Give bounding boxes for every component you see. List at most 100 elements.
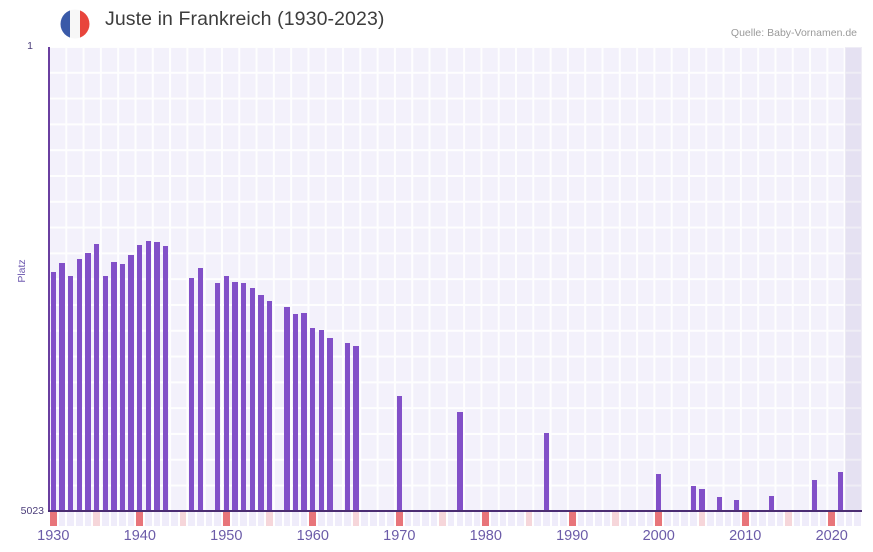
y-axis-top-label: 1 <box>27 40 33 52</box>
tick-swatch-1971 <box>404 512 412 526</box>
bar-1947[interactable] <box>197 267 204 511</box>
bar-1940[interactable] <box>137 244 143 511</box>
bar-2021[interactable] <box>837 471 844 511</box>
bar-1932[interactable] <box>67 276 74 511</box>
bar-1941[interactable] <box>145 241 152 511</box>
tick-swatch-1936 <box>101 512 109 526</box>
tick-swatch-1991 <box>577 512 585 526</box>
tick-swatch-1947 <box>197 512 204 526</box>
bar-1934[interactable] <box>85 252 91 511</box>
bar-1959[interactable] <box>301 313 307 511</box>
tick-swatch-1942 <box>153 512 161 526</box>
tick-swatch-2019 <box>819 512 827 526</box>
tick-swatch-2008 <box>724 512 732 526</box>
tick-swatch-1930 <box>50 512 57 526</box>
bar-1949[interactable] <box>214 283 221 511</box>
bar-1939[interactable] <box>128 254 134 511</box>
bar-2005[interactable] <box>699 488 705 511</box>
x-tick-label-2000: 2000 <box>642 528 675 544</box>
tick-swatch-1978 <box>465 512 472 526</box>
tick-swatch-1951 <box>231 512 239 526</box>
y-axis-title: Platz <box>16 259 28 283</box>
tick-swatch-1937 <box>110 512 118 526</box>
tick-swatch-1993 <box>594 512 602 526</box>
tick-swatch-1970 <box>395 512 403 526</box>
tick-swatch-2018 <box>811 512 818 526</box>
bar-1931[interactable] <box>59 263 65 511</box>
tick-swatch-1972 <box>413 512 420 526</box>
tick-swatch-1965 <box>352 512 360 526</box>
tick-swatch-2013 <box>767 512 775 526</box>
bar-1962[interactable] <box>327 337 333 511</box>
x-tick-label-2020: 2020 <box>815 528 848 544</box>
bar-1987[interactable] <box>543 433 549 511</box>
tick-swatch-2023 <box>854 512 861 526</box>
bar-1977[interactable] <box>457 411 463 511</box>
tick-swatch-1945 <box>179 512 187 526</box>
bar-1938[interactable] <box>119 264 126 511</box>
tick-swatch-1940 <box>136 512 144 526</box>
tick-swatch-1975 <box>439 512 446 526</box>
tick-swatch-1977 <box>456 512 464 526</box>
bar-1936[interactable] <box>102 276 108 511</box>
plot-area <box>49 47 862 511</box>
tick-swatch-2012 <box>759 512 766 526</box>
bar-1942[interactable] <box>154 241 160 511</box>
bar-1937[interactable] <box>111 262 117 511</box>
grid-lines <box>49 47 862 511</box>
bar-1955[interactable] <box>266 301 273 511</box>
bar-1930[interactable] <box>50 271 56 511</box>
tick-swatch-1934 <box>84 512 92 526</box>
bar-1950[interactable] <box>223 276 229 511</box>
y-axis-line <box>48 47 50 511</box>
bar-2009[interactable] <box>733 499 740 511</box>
tick-swatch-1966 <box>361 512 368 526</box>
tick-swatch-1987 <box>542 512 550 526</box>
y-axis-bottom-label: 5023 <box>20 505 44 517</box>
tick-swatch-1988 <box>551 512 559 526</box>
bar-1952[interactable] <box>240 283 247 511</box>
bar-2004[interactable] <box>690 485 697 511</box>
tick-swatch-2005 <box>698 512 706 526</box>
tick-swatch-1989 <box>560 512 567 526</box>
bar-2007[interactable] <box>716 496 722 511</box>
bar-1943[interactable] <box>163 245 169 511</box>
bar-1954[interactable] <box>258 294 264 511</box>
bar-1935[interactable] <box>93 243 100 511</box>
tick-swatch-1931 <box>58 512 66 526</box>
bar-1960[interactable] <box>310 327 316 511</box>
tick-swatch-1968 <box>378 512 386 526</box>
tick-swatch-1983 <box>508 512 516 526</box>
tick-swatch-1932 <box>67 512 74 526</box>
bar-2018[interactable] <box>811 480 818 511</box>
tick-swatch-1943 <box>162 512 170 526</box>
bar-1961[interactable] <box>318 329 325 511</box>
tick-swatch-1996 <box>620 512 628 526</box>
tick-swatch-2011 <box>750 512 758 526</box>
bar-2013[interactable] <box>768 495 774 511</box>
bar-1946[interactable] <box>189 277 195 511</box>
x-tick-label-1940: 1940 <box>123 528 156 544</box>
bar-1933[interactable] <box>76 259 82 511</box>
bar-series-juste <box>49 47 862 511</box>
bar-1957[interactable] <box>284 306 290 511</box>
tick-swatch-1980 <box>482 512 490 526</box>
tick-swatch-1981 <box>491 512 498 526</box>
x-tick-label-1960: 1960 <box>296 528 329 544</box>
bar-1953[interactable] <box>249 288 255 511</box>
bar-1965[interactable] <box>353 346 359 511</box>
tick-swatch-1938 <box>119 512 126 526</box>
tick-swatch-2016 <box>793 512 801 526</box>
bar-1951[interactable] <box>232 281 238 511</box>
tick-swatch-2020 <box>828 512 836 526</box>
tick-swatch-1946 <box>188 512 196 526</box>
bar-1958[interactable] <box>292 313 299 511</box>
tick-swatch-1956 <box>274 512 282 526</box>
x-tick-label-1950: 1950 <box>210 528 243 544</box>
tick-swatch-1953 <box>248 512 256 526</box>
bar-1970[interactable] <box>396 396 402 511</box>
tick-swatch-1986 <box>534 512 541 526</box>
bar-2000[interactable] <box>656 473 662 511</box>
tick-swatch-1958 <box>292 512 299 526</box>
bar-1964[interactable] <box>344 342 351 511</box>
